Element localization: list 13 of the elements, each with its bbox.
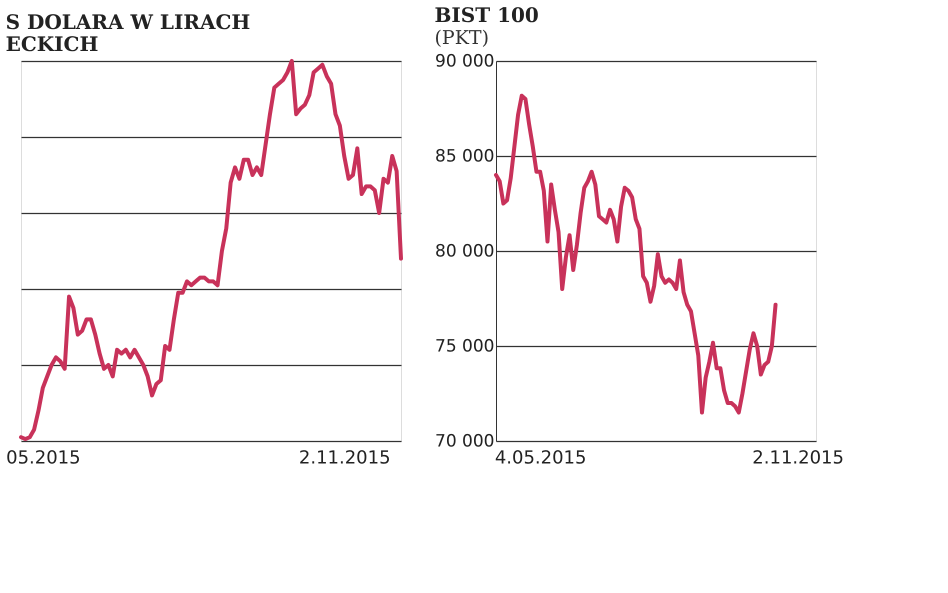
- chart-title: BIST 100: [434, 3, 539, 27]
- y-tick-label: 80 000: [435, 242, 494, 262]
- x-tick-label: 05.2015: [6, 448, 81, 468]
- y-tick-label: 90 000: [435, 52, 494, 72]
- x-tick-label: 2.11.2015: [298, 448, 391, 468]
- x-tick-label: 4.05.2015: [494, 448, 586, 468]
- line-series: [494, 94, 778, 414]
- chart-title: S DOLARA W LIRACH ECKICH: [6, 10, 250, 56]
- y-tick-label: 75 000: [435, 336, 494, 356]
- x-tick-label: 2.11.2015: [752, 448, 844, 468]
- y-tick-label: 70 000: [435, 432, 494, 452]
- y-tick-label: 85 000: [435, 146, 494, 166]
- chart-subtitle: (PKT): [434, 27, 489, 49]
